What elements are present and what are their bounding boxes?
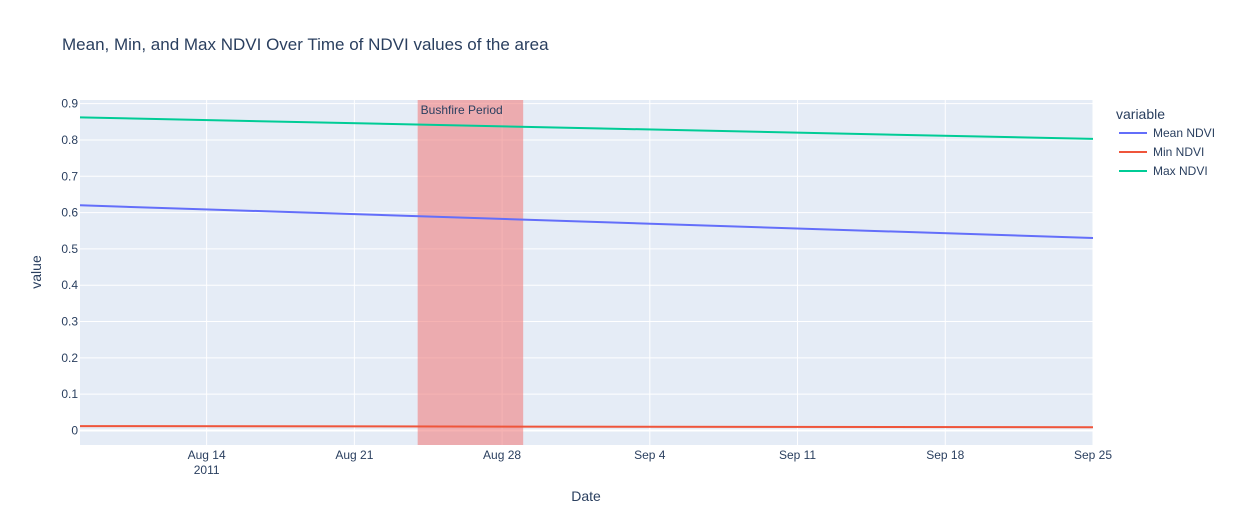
legend-title: variable [1116,106,1165,122]
legend-label: Min NDVI [1153,145,1204,159]
y-tick-label: 0 [71,423,78,437]
legend-item-min-ndvi[interactable]: Min NDVI [1119,145,1204,159]
y-tick-label: 0.7 [61,169,78,183]
shaded-region-layer: Bushfire Period [417,100,524,445]
x-axis-label: Date [571,488,601,504]
y-tick-label: 0.8 [61,133,78,147]
y-tick-label: 0.2 [61,351,78,365]
x-tick-label: Sep 18 [926,448,964,462]
x-tick-label: Sep 4 [634,448,666,462]
y-tick-label: 0.5 [61,242,78,256]
y-axis-label: value [28,255,44,289]
y-tick-label: 0.4 [61,278,78,292]
x-tick-label: Aug 21 [335,448,373,462]
x-tick-label: Aug 28 [483,448,521,462]
legend-label: Max NDVI [1153,164,1208,178]
legend-item-mean-ndvi[interactable]: Mean NDVI [1119,126,1215,140]
y-axis-ticks: 0 0.1 0.2 0.3 0.4 0.5 0.6 0.7 0.8 0.9 [61,97,78,438]
series-line-max-ndvi [79,116,1094,140]
bushfire-label: Bushfire Period [421,103,503,117]
chart-title: Mean, Min, and Max NDVI Over Time of NDV… [62,35,549,54]
x-tick-year-label: 2011 [194,463,220,477]
legend[interactable]: variable Mean NDVI Min NDVI Max NDVI [1116,106,1215,178]
series-line-min-ndvi [79,425,1094,429]
x-tick-label: Sep 11 [779,448,816,462]
x-tick-label: Sep 25 [1074,448,1112,462]
y-tick-label: 0.1 [61,387,78,401]
series-layer [79,116,1094,429]
y-tick-label: 0.9 [61,97,78,111]
x-tick-label: Aug 14 [188,448,226,462]
bushfire-region [417,100,524,445]
plot-area [80,100,1093,445]
legend-label: Mean NDVI [1153,126,1215,140]
legend-item-max-ndvi[interactable]: Max NDVI [1119,164,1208,178]
y-tick-label: 0.3 [61,315,78,329]
y-tick-label: 0.6 [61,206,78,220]
series-line-mean-ndvi [79,204,1094,239]
